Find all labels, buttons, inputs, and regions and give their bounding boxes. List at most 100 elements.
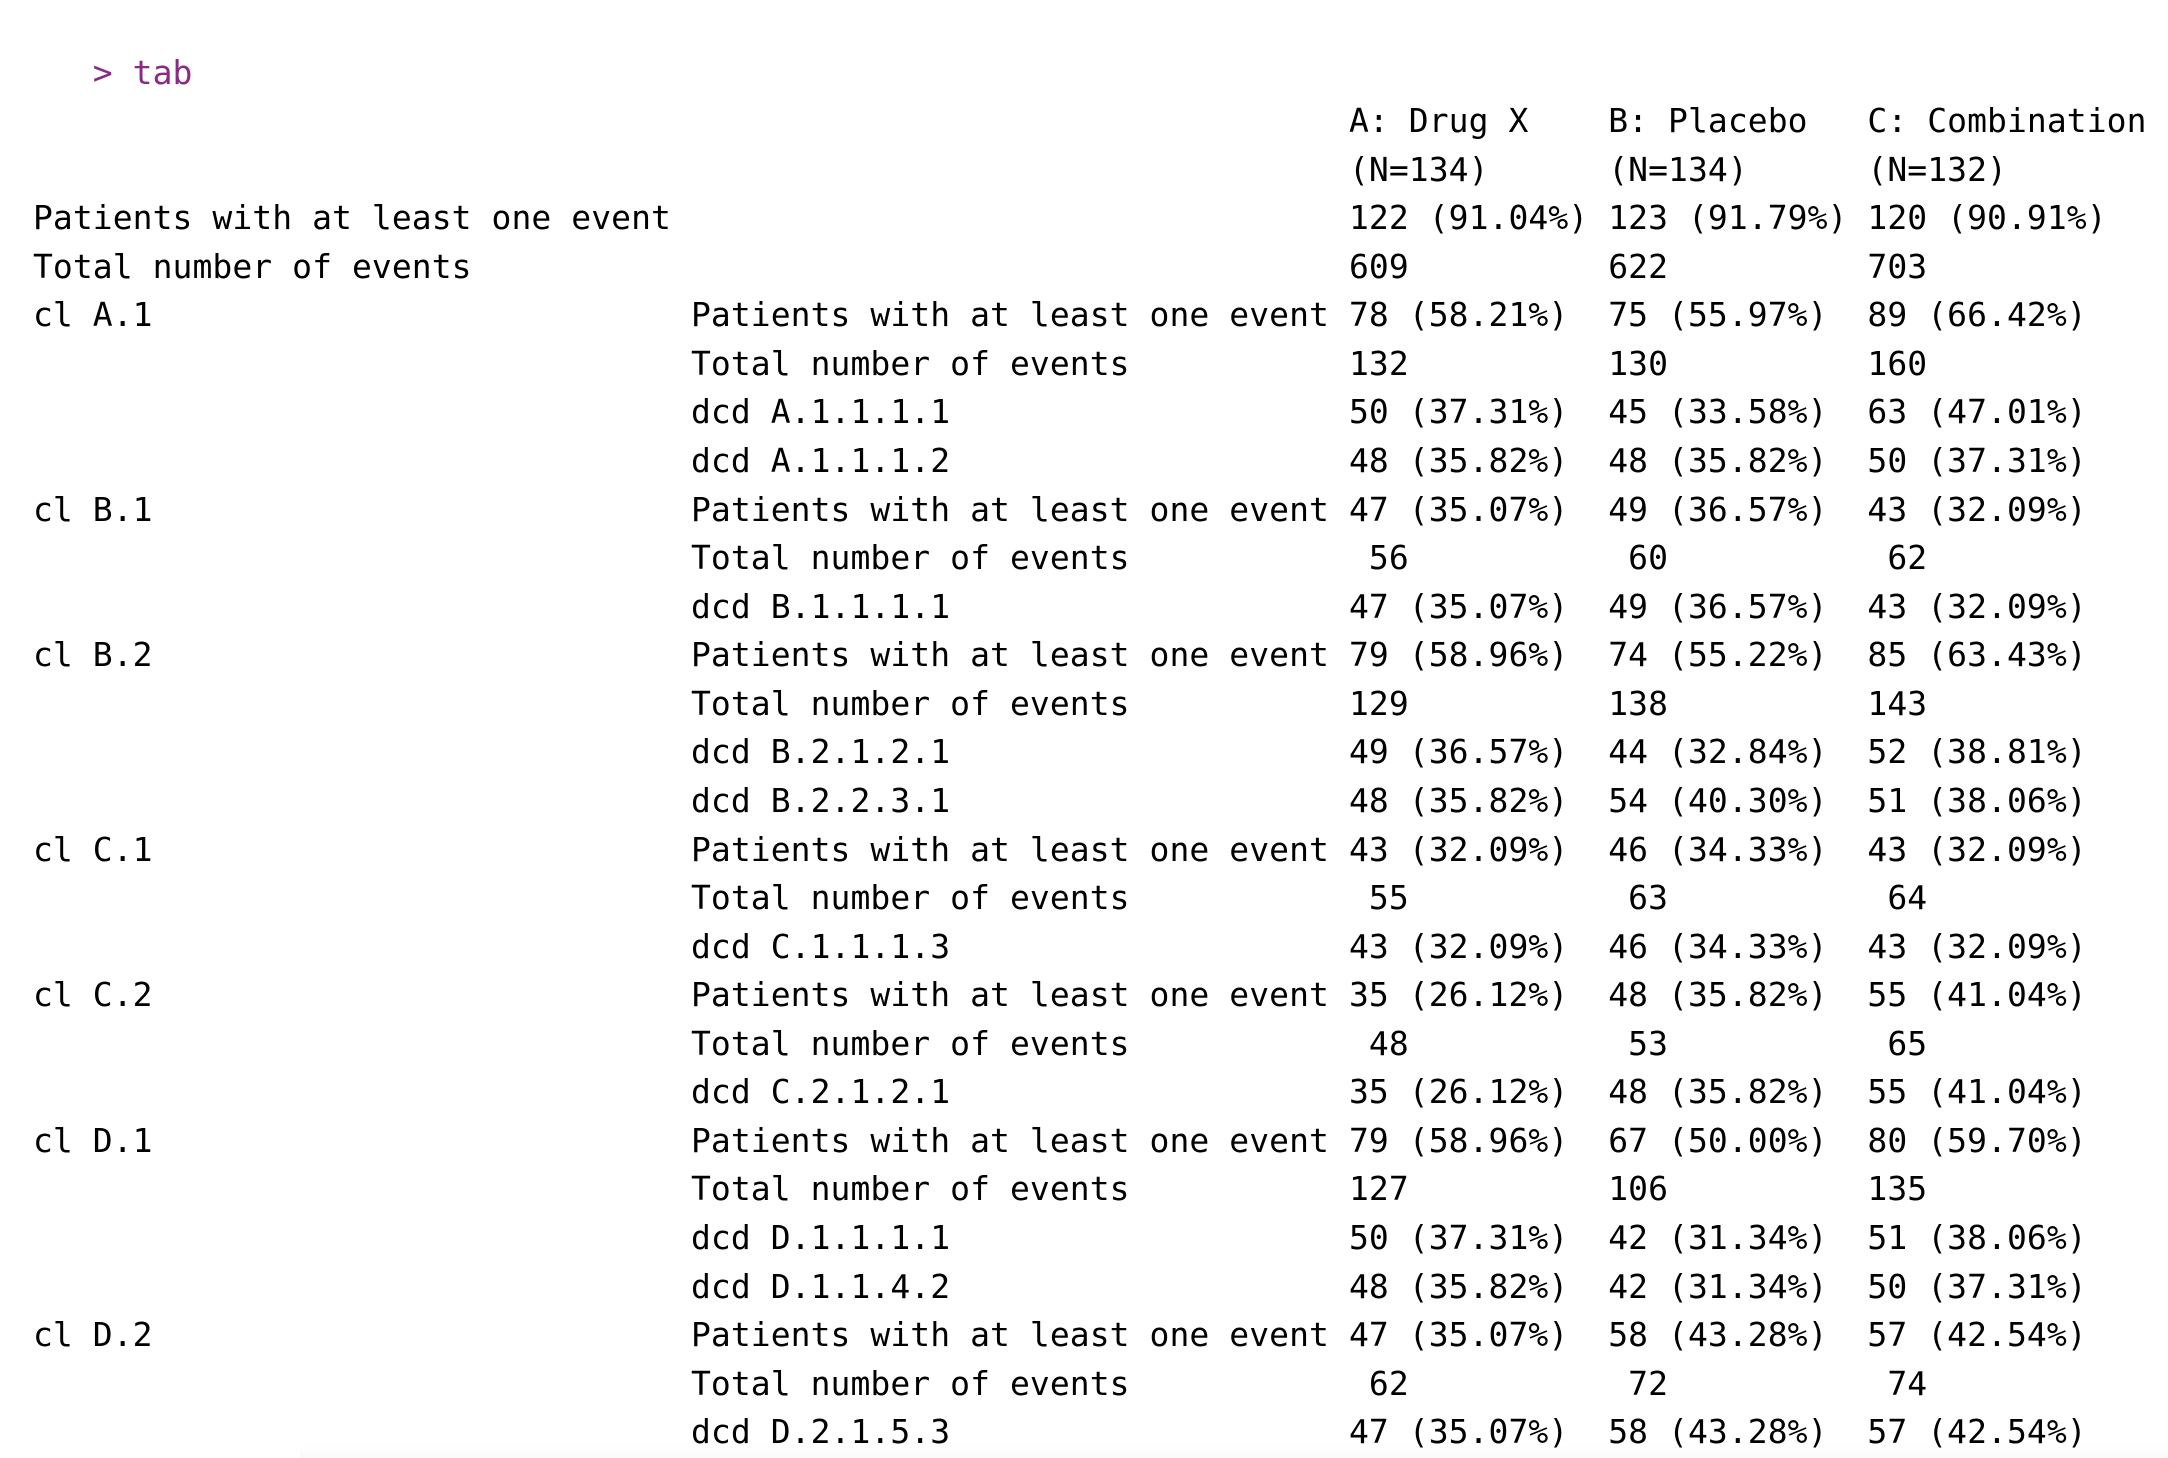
cell-value-a: 62 bbox=[1348, 1363, 1409, 1403]
table-row: cl B.2 Patients with at least one event 79… bbox=[13, 631, 2168, 680]
row-label: Patients with at least one event bbox=[690, 295, 1329, 335]
cell-value-c: 51 (38.06%) bbox=[1867, 780, 2087, 820]
cell-value-a: 127 bbox=[1348, 1169, 1409, 1209]
overall-row: Patients with at least one event 122 (91.… bbox=[13, 194, 2168, 243]
row-label: dcd A.1.1.1.1 bbox=[690, 392, 951, 432]
row-label: dcd A.1.1.1.2 bbox=[690, 441, 951, 481]
row-label: Patients with at least one event bbox=[690, 635, 1329, 675]
table-row: cl C.2 Patients with at least one event 35… bbox=[13, 971, 2168, 1020]
cell-value-a: 48 (35.82%) bbox=[1348, 780, 1569, 820]
table-row: Total number of events 55 63 64 bbox=[13, 874, 2168, 923]
cell-value-b: 42 (31.34%) bbox=[1608, 1266, 1828, 1306]
cell-value-a: 48 (35.82%) bbox=[1348, 441, 1569, 481]
cell-value-b: 74 (55.22%) bbox=[1608, 635, 1828, 675]
table-row: dcd C.1.1.1.3 43 (32.09%) 46 (34.33%) 43 (3… bbox=[13, 923, 2168, 972]
cell-value-a: 49 (36.57%) bbox=[1348, 732, 1569, 772]
cell-value-b: 58 (43.28%) bbox=[1608, 1315, 1828, 1355]
cell-value-b: 54 (40.30%) bbox=[1608, 780, 1828, 820]
cell-value-c: 143 bbox=[1867, 683, 1928, 723]
cell-value-b: 60 bbox=[1608, 538, 1669, 578]
bottom-scroll-shadow bbox=[300, 1444, 2168, 1458]
row-group-label: cl D.1 bbox=[32, 1120, 153, 1160]
column-header-n-c: (N=132) bbox=[1867, 149, 2007, 189]
cell-value-c: 160 bbox=[1867, 343, 1928, 383]
row-label: Total number of events bbox=[690, 1023, 1130, 1063]
row-label: Patients with at least one event bbox=[690, 829, 1329, 869]
cell-value-c: 43 (32.09%) bbox=[1867, 586, 2087, 626]
column-header-arm-a: A: Drug X bbox=[1348, 101, 1529, 141]
row-label: Total number of events bbox=[690, 683, 1130, 723]
table-row: Total number of events 129 138 143 bbox=[13, 680, 2168, 729]
cell-value-b: 49 (36.57%) bbox=[1608, 489, 1828, 529]
table-header-arms: A: Drug X B: Placebo C: Combination bbox=[13, 97, 2168, 146]
cell-value-c: 55 (41.04%) bbox=[1867, 1072, 2087, 1112]
cell-value-b: 106 bbox=[1608, 1169, 1669, 1209]
cell-value-c: 50 (37.31%) bbox=[1867, 1266, 2087, 1306]
cell-value-a: 50 (37.31%) bbox=[1348, 392, 1569, 432]
table-row: Total number of events 127 106 135 bbox=[13, 1165, 2168, 1214]
row-label: Total number of events bbox=[690, 1363, 1130, 1403]
row-group-label: cl A.1 bbox=[32, 295, 153, 335]
cell-value-a: 48 (35.82%) bbox=[1348, 1266, 1569, 1306]
row-label: dcd C.2.1.2.1 bbox=[690, 1072, 951, 1112]
cell-value-a: 79 (58.96%) bbox=[1348, 1120, 1569, 1160]
cell-value-c: 80 (59.70%) bbox=[1867, 1120, 2087, 1160]
cell-value-a: 47 (35.07%) bbox=[1348, 1412, 1569, 1452]
cell-value-b: 49 (36.57%) bbox=[1608, 586, 1828, 626]
table-row: dcd A.1.1.1.1 50 (37.31%) 45 (33.58%) 63 (4… bbox=[13, 388, 2168, 437]
row-label: dcd C.1.1.1.3 bbox=[690, 926, 951, 966]
cell-value-a: 47 (35.07%) bbox=[1348, 586, 1569, 626]
cell-value-a: 78 (58.21%) bbox=[1348, 295, 1569, 335]
column-header-arm-c: C: Combination bbox=[1867, 101, 2147, 141]
row-label: Total number of events bbox=[690, 538, 1130, 578]
row-label: dcd B.2.1.2.1 bbox=[690, 732, 951, 772]
row-label: Patients with at least one event bbox=[690, 975, 1329, 1015]
row-label: Total number of events bbox=[690, 343, 1130, 383]
cell-value-b: 138 bbox=[1608, 683, 1669, 723]
row-group-label: cl B.1 bbox=[32, 489, 153, 529]
table-row: Total number of events 56 60 62 bbox=[13, 534, 2168, 583]
table-row: cl A.1 Patients with at least one event 78… bbox=[13, 291, 2168, 340]
table-row: cl B.1 Patients with at least one event 47… bbox=[13, 486, 2168, 535]
cell-value-a: 35 (26.12%) bbox=[1348, 1072, 1569, 1112]
cell-value-c: 703 bbox=[1867, 246, 1928, 286]
cell-value-b: 123 (91.79%) bbox=[1608, 198, 1848, 238]
cell-value-b: 58 (43.28%) bbox=[1608, 1412, 1828, 1452]
cell-value-c: 50 (37.31%) bbox=[1867, 441, 2087, 481]
table-row: Total number of events 132 130 160 bbox=[13, 340, 2168, 389]
cell-value-b: 45 (33.58%) bbox=[1608, 392, 1828, 432]
row-label: Total number of events bbox=[690, 1169, 1130, 1209]
cell-value-c: 57 (42.54%) bbox=[1867, 1412, 2087, 1452]
table-row: dcd C.2.1.2.1 35 (26.12%) 48 (35.82%) 55 (4… bbox=[13, 1068, 2168, 1117]
row-label: dcd D.2.1.5.3 bbox=[690, 1412, 951, 1452]
cell-value-a: 609 bbox=[1348, 246, 1409, 286]
table-row: Total number of events 62 72 74 bbox=[13, 1360, 2168, 1409]
cell-value-b: 72 bbox=[1608, 1363, 1669, 1403]
cell-value-b: 44 (32.84%) bbox=[1608, 732, 1828, 772]
r-console-output: > tab A: Drug X B: Placebo C: Combinatio… bbox=[13, 0, 2168, 1458]
row-group-label: cl D.2 bbox=[32, 1315, 153, 1355]
cell-value-b: 622 bbox=[1608, 246, 1669, 286]
row-label: Patients with at least one event bbox=[690, 1120, 1329, 1160]
row-label: Total number of events bbox=[32, 246, 472, 286]
cell-value-a: 79 (58.96%) bbox=[1348, 635, 1569, 675]
cell-value-b: 48 (35.82%) bbox=[1608, 975, 1828, 1015]
cell-value-a: 122 (91.04%) bbox=[1348, 198, 1589, 238]
cell-value-a: 56 bbox=[1348, 538, 1409, 578]
cell-value-a: 47 (35.07%) bbox=[1348, 489, 1569, 529]
cell-value-b: 48 (35.82%) bbox=[1608, 1072, 1828, 1112]
table-row: dcd D.1.1.1.1 50 (37.31%) 42 (31.34%) 51 (3… bbox=[13, 1214, 2168, 1263]
row-label: dcd D.1.1.4.2 bbox=[690, 1266, 951, 1306]
console-command: > tab bbox=[92, 52, 193, 92]
overall-row: Total number of events 609 622 703 bbox=[13, 243, 2168, 292]
table-row: cl D.1 Patients with at least one event 79… bbox=[13, 1117, 2168, 1166]
cell-value-b: 130 bbox=[1608, 343, 1669, 383]
cell-value-a: 48 bbox=[1348, 1023, 1409, 1063]
cell-value-c: 64 bbox=[1867, 878, 1928, 918]
cell-value-b: 67 (50.00%) bbox=[1608, 1120, 1828, 1160]
table-row: dcd B.2.1.2.1 49 (36.57%) 44 (32.84%) 52 (3… bbox=[13, 728, 2168, 777]
cell-value-a: 35 (26.12%) bbox=[1348, 975, 1569, 1015]
cell-value-c: 74 bbox=[1867, 1363, 1928, 1403]
cell-value-c: 85 (63.43%) bbox=[1867, 635, 2087, 675]
table-row: dcd B.1.1.1.1 47 (35.07%) 49 (36.57%) 43 (3… bbox=[13, 583, 2168, 632]
